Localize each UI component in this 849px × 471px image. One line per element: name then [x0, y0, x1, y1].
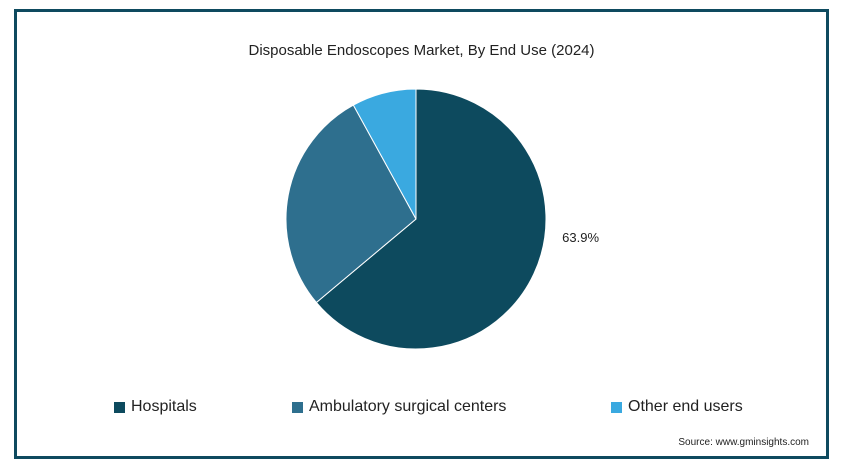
pie-data-label: 63.9% — [562, 230, 599, 245]
pie-chart: 63.9% — [285, 88, 599, 350]
legend-swatch-ambulatory — [292, 401, 303, 413]
legend-label-ambulatory: Ambulatory surgical centers — [309, 398, 507, 415]
legend: Hospitals Ambulatory surgical centers Ot… — [17, 398, 826, 418]
pie-slice-ambulatory-surgical-centers — [285, 104, 417, 304]
legend-item-other: Other end users — [611, 398, 743, 416]
legend-label-hospitals: Hospitals — [131, 398, 197, 415]
pie-slices — [285, 88, 547, 350]
pie-slice-hospitals — [315, 88, 547, 350]
chart-frame: Disposable Endoscopes Market, By End Use… — [14, 9, 829, 459]
legend-item-hospitals: Hospitals — [114, 398, 197, 416]
pie-labels: 63.9% — [562, 230, 599, 245]
legend-item-ambulatory: Ambulatory surgical centers — [292, 398, 506, 416]
chart-title: Disposable Endoscopes Market, By End Use… — [248, 42, 595, 59]
legend-label-other: Other end users — [628, 398, 743, 415]
legend-swatch-hospitals — [114, 401, 125, 413]
pie-slice-other-end-users — [352, 88, 417, 220]
legend-swatch-other — [611, 401, 622, 413]
source-credit: Source: www.gminsights.com — [678, 437, 809, 448]
